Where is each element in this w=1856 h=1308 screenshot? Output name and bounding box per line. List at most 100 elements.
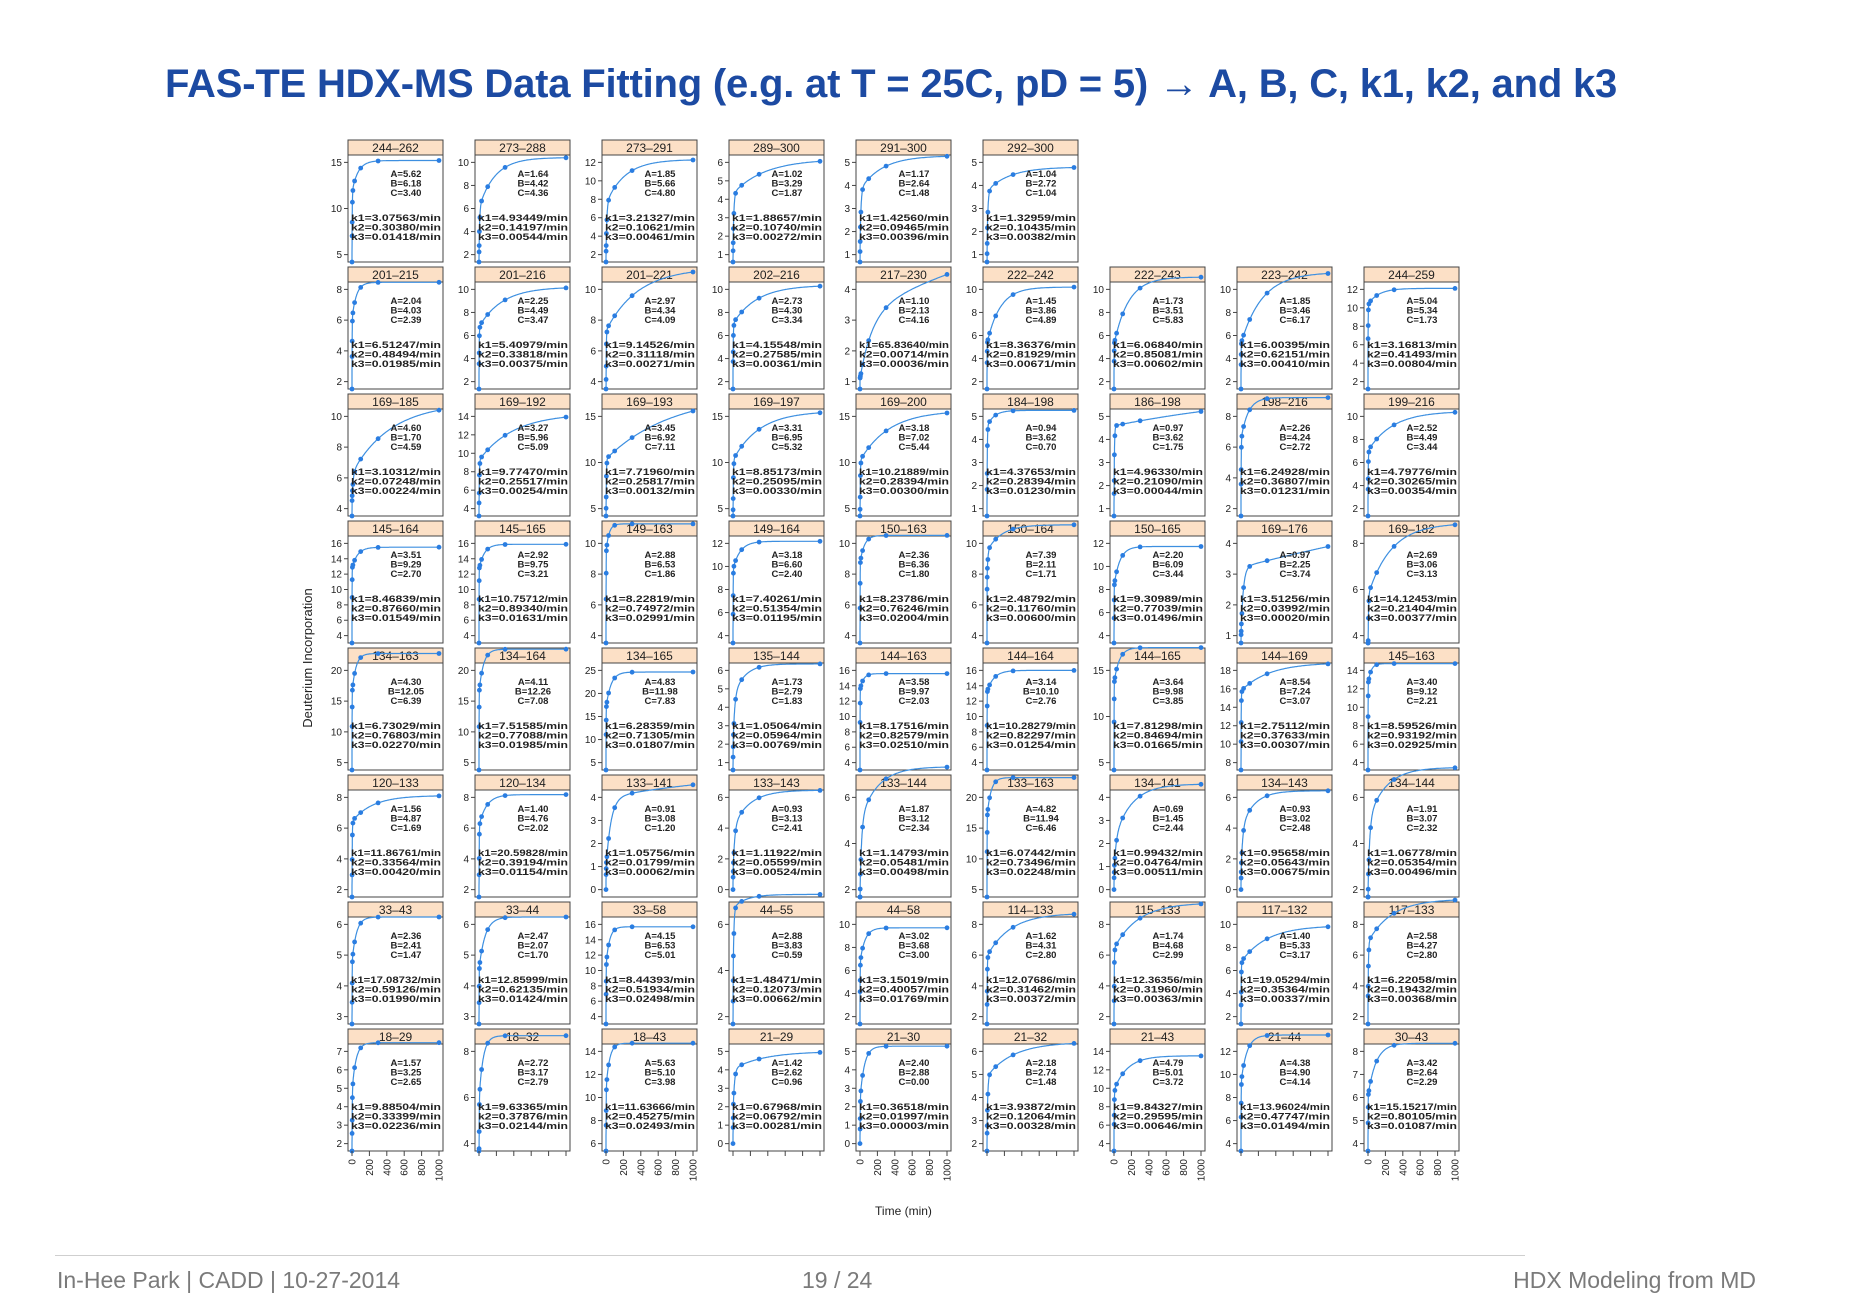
y-tick-label: 10 [585,966,597,977]
panel-strip-label: 133–143 [753,776,800,790]
data-point [1264,558,1270,564]
param-k1: k1=7.40261/min [732,594,822,605]
y-tick-label: 8 [1098,585,1104,596]
panel-strip-label: 201–215 [372,268,419,282]
y-tick-label: 14 [966,681,978,692]
data-point [1247,681,1253,686]
param-B: B=6.95 [772,433,804,444]
panel-strip-label: 21–32 [1014,1030,1048,1044]
param-A: A=5.63 [645,1058,676,1069]
param-k1: k1=0.95658/min [1240,848,1330,859]
data-point [1374,1058,1380,1064]
y-tick-label: 6 [590,997,596,1008]
param-k1: k1=4.79776/min [1367,467,1457,478]
param-k1: k1=11.86761/min [351,848,441,859]
panel-strip-label: 273–288 [499,141,546,155]
param-B: B=5.96 [518,433,549,444]
data-point [1198,781,1204,787]
panel-strip-label: 186–198 [1134,395,1181,409]
data-point [1366,1092,1371,1097]
data-point [1238,1021,1244,1027]
data-point [730,1125,736,1130]
y-tick-label: 7 [1352,1070,1358,1081]
data-point [358,655,364,660]
data-point [1239,611,1245,616]
y-tick-label: 4 [463,1139,469,1150]
y-tick-label: 12 [712,539,724,550]
y-tick-label: 5 [590,504,596,515]
panel-strip-label: 133–163 [1007,776,1054,790]
data-point [730,978,736,983]
y-tick-label: 4 [844,285,850,296]
x-tick-label: 600 [1162,1159,1173,1176]
data-point [1365,1120,1371,1126]
data-point [603,640,609,646]
data-point [477,831,482,837]
panel-30–43: 30–4345678A=3.42B=2.64C=2.29k1=15.15217/… [1352,1028,1462,1181]
fit-curve [478,1035,566,1152]
y-tick-label: 8 [336,285,342,296]
data-point [1366,1088,1372,1094]
y-tick-label: 6 [1352,951,1358,962]
param-k1: k1=17.08732/min [351,975,441,986]
y-tick-label: 6 [1352,340,1358,351]
data-point [375,545,381,550]
param-C: C=2.65 [391,1077,423,1088]
fit-curve [605,159,693,262]
panel-frame [1236,281,1333,390]
param-k3: k3=0.00307/min [1240,740,1330,751]
y-tick-label: 2 [1098,481,1104,492]
data-point [857,640,863,646]
panel-frame [728,408,825,517]
panel-frame [855,281,952,390]
data-point [436,1040,442,1046]
param-k1: k1=9.14526/min [605,340,695,351]
y-tick-label: 2 [717,740,723,751]
y-tick-label: 6 [590,346,596,357]
y-tick-label: 8 [463,181,469,192]
param-B: B=4.87 [391,814,422,825]
data-point [603,377,609,382]
data-point [1111,887,1117,892]
panel-strip-label: 134–165 [626,649,673,663]
data-point [476,350,482,356]
data-point [866,672,872,678]
y-tick-label: 16 [839,666,851,677]
param-k2: k2=0.76246/min [859,604,949,615]
data-point [502,915,508,921]
param-C: C=3.44 [1153,569,1185,580]
y-tick-label: 6 [1225,331,1231,342]
param-k1: k1=13.96024/min [1240,1102,1330,1113]
y-tick-label: 10 [1220,740,1232,751]
param-k2: k2=0.39194/min [478,858,568,869]
param-A: A=3.31 [772,423,804,434]
param-C: C=2.34 [899,823,931,834]
y-tick-label: 6 [336,920,342,931]
y-tick-label: 2 [717,232,723,243]
y-tick-label: 3 [463,1012,469,1023]
param-C: C=0.00 [899,1077,930,1088]
param-C: C=2.40 [772,569,803,580]
param-k2: k2=0.10740/min [732,223,822,234]
data-point [1010,1052,1016,1058]
data-point [436,544,442,550]
data-point [358,1045,364,1051]
data-point [604,542,610,548]
panel-frame [347,281,444,390]
param-k3: k3=0.01985/min [478,740,568,751]
data-point [1325,924,1331,930]
y-tick-label: 6 [1352,740,1358,751]
x-tick-label: 800 [1179,1159,1190,1176]
param-A: A=1.40 [1280,931,1311,942]
param-B: B=4.49 [1407,433,1438,444]
param-A: A=5.04 [1407,296,1439,307]
y-tick-label: 2 [463,885,469,896]
data-point [1365,767,1371,773]
param-B: B=10.10 [1023,687,1059,698]
y-tick-label: 4 [844,989,850,1000]
param-A: A=3.45 [645,423,677,434]
y-tick-label: 5 [844,1047,850,1058]
data-point [350,687,355,693]
y-tick-label: 8 [463,600,469,611]
param-C: C=7.11 [645,442,676,453]
